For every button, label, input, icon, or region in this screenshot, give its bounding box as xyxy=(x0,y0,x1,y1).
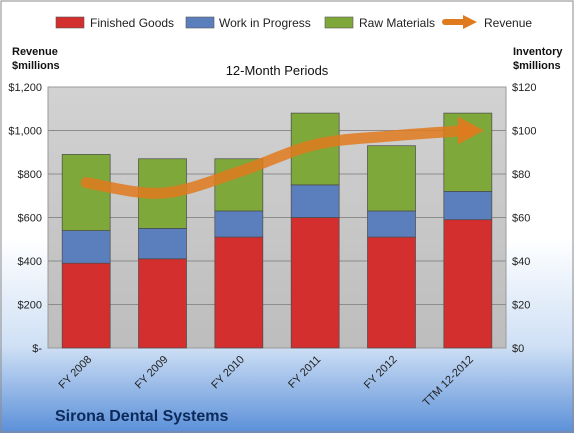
chart-subtitle: 12-Month Periods xyxy=(226,63,329,78)
right-axis-title-line2: $millions xyxy=(513,60,561,72)
bar-raw-materials xyxy=(367,145,416,212)
bar-wip xyxy=(214,210,264,238)
left-axis: $- $200 $400 $600 $800 $1,000 $1,200 xyxy=(8,82,42,355)
right-tick-label: $80 xyxy=(512,169,530,181)
right-axis: $0 $20 $40 $60 $80 $100 $120 xyxy=(512,82,536,355)
bar-wip xyxy=(367,210,416,238)
legend-swatch-wip xyxy=(185,16,215,29)
bar-finished-goods xyxy=(214,236,264,349)
legend-label-finished-goods: Finished Goods xyxy=(90,16,174,30)
left-tick-label: $400 xyxy=(18,256,42,268)
bar-wip xyxy=(443,191,493,221)
bar-wip xyxy=(290,184,340,218)
revenue-series xyxy=(80,116,484,199)
left-tick-label: $1,200 xyxy=(8,82,42,94)
right-axis-title-line1: Inventory xyxy=(513,46,563,58)
bar-wip xyxy=(138,228,187,260)
bar-finished-goods xyxy=(290,217,340,349)
left-tick-label: $1,000 xyxy=(8,126,42,138)
left-tick-label: $800 xyxy=(18,169,42,181)
bar-finished-goods xyxy=(443,219,493,349)
legend-label-raw-materials: Raw Materials xyxy=(359,16,435,30)
legend-swatch-finished-goods xyxy=(55,16,85,29)
right-tick-label: $60 xyxy=(512,213,530,225)
left-axis-title-line2: $millions xyxy=(12,60,60,72)
right-tick-label: $0 xyxy=(512,343,524,355)
company-name: Sirona Dental Systems xyxy=(55,408,229,425)
legend-label-revenue: Revenue xyxy=(484,16,532,30)
bar-raw-materials xyxy=(61,154,111,231)
left-axis-title-line1: Revenue xyxy=(12,46,58,58)
left-tick-label: $200 xyxy=(18,300,42,312)
right-tick-label: $40 xyxy=(512,256,530,268)
legend-swatch-raw-materials xyxy=(324,16,354,29)
left-tick-label: $600 xyxy=(18,213,42,225)
right-tick-label: $20 xyxy=(512,300,530,312)
left-tick-label: $- xyxy=(32,343,42,355)
bar-wip xyxy=(61,230,111,264)
bar-finished-goods xyxy=(138,258,187,349)
legend: Finished Goods Work in Progress Raw Mate… xyxy=(55,15,532,30)
bar-finished-goods xyxy=(367,236,416,349)
bar-finished-goods xyxy=(61,262,111,349)
right-tick-label: $120 xyxy=(512,82,536,94)
legend-label-wip: Work in Progress xyxy=(219,16,311,30)
legend-swatch-revenue xyxy=(442,15,477,29)
revenue-arrowhead xyxy=(457,116,484,145)
right-tick-label: $100 xyxy=(512,126,536,138)
revenue-line xyxy=(80,125,474,199)
